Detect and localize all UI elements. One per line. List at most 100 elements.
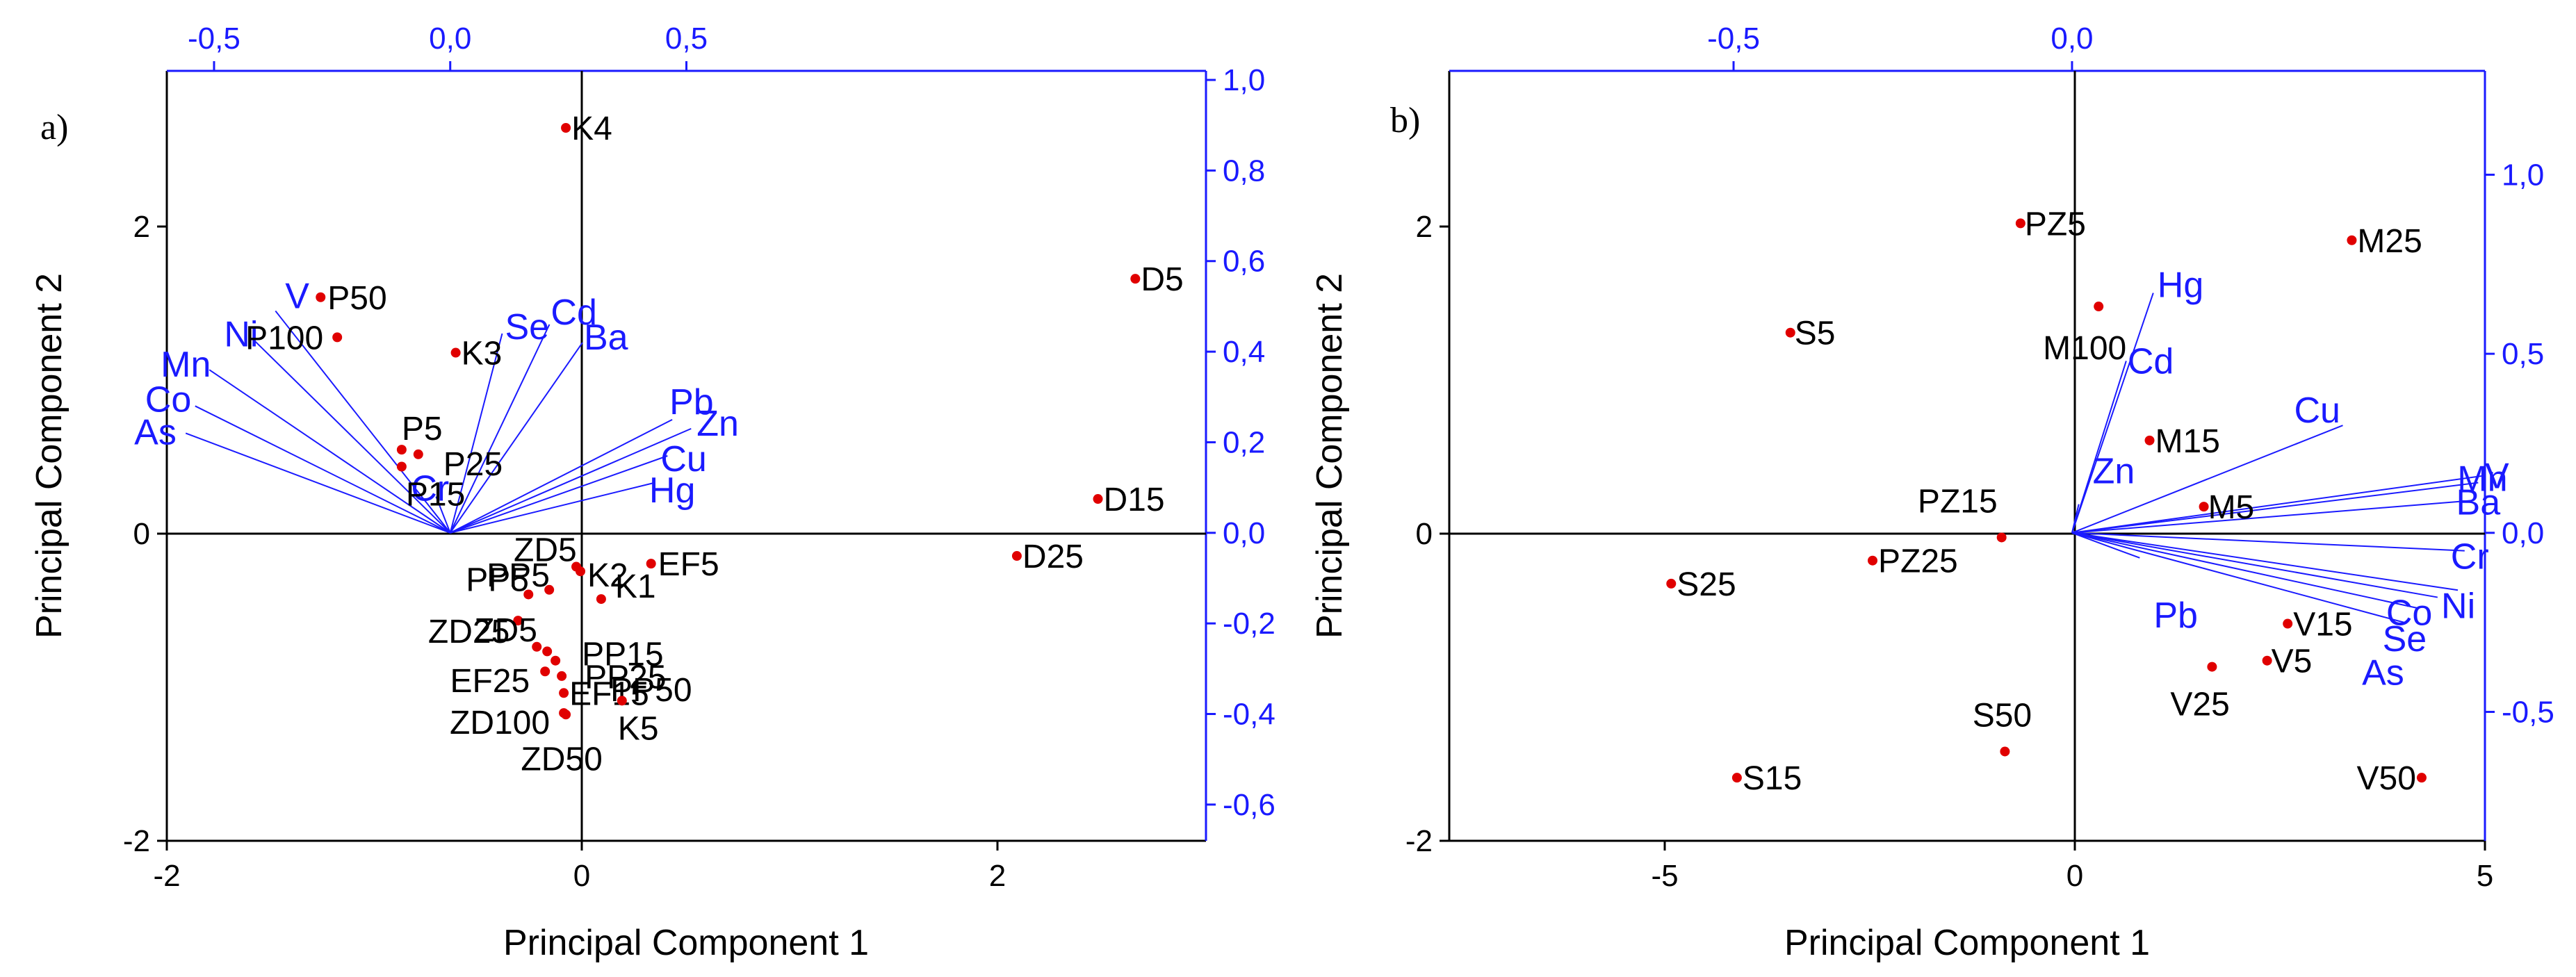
score-label: ZD25 bbox=[428, 614, 510, 650]
score-label: ZD5 bbox=[474, 612, 537, 649]
y-axis-title: Principal Component 2 bbox=[29, 273, 70, 639]
loading-label-as: As bbox=[2362, 653, 2404, 693]
top-tick-label: -0,5 bbox=[188, 22, 241, 56]
loading-label-zn: Zn bbox=[696, 404, 739, 444]
score-label: S15 bbox=[1743, 760, 1802, 797]
score-point bbox=[523, 589, 534, 600]
score-label: K4 bbox=[571, 110, 612, 147]
score-label: ZD5 bbox=[514, 532, 577, 569]
loading-vector-cu bbox=[450, 455, 668, 534]
score-point bbox=[561, 122, 571, 133]
score-label: EF15 bbox=[569, 675, 649, 712]
score-point bbox=[2262, 655, 2272, 666]
panel-label: b) bbox=[1390, 101, 1420, 140]
score-label: K5 bbox=[618, 710, 659, 747]
loading-label-v: V bbox=[285, 276, 309, 316]
score-label: PP25 bbox=[585, 659, 666, 696]
right-tick-label: 1,0 bbox=[1223, 63, 1265, 97]
score-label: K1 bbox=[615, 568, 656, 605]
score-point bbox=[396, 461, 407, 472]
score-point bbox=[2094, 302, 2104, 312]
loading-label-ba: Ba bbox=[584, 318, 628, 358]
loading-vector-cr bbox=[2071, 532, 2465, 552]
score-label: D5 bbox=[1141, 261, 1183, 298]
score-label: S50 bbox=[1973, 697, 2032, 734]
score-point bbox=[1011, 551, 1022, 561]
loading-vector-mn bbox=[2071, 482, 2479, 534]
score-label: V15 bbox=[2293, 607, 2352, 643]
loading-label-se: Se bbox=[2383, 619, 2427, 659]
right-ticks: 1,0 0,5 0,0 -0,5 bbox=[2485, 158, 2554, 729]
score-point bbox=[2283, 618, 2293, 629]
loading-vector-cd bbox=[2071, 361, 2127, 534]
score-point bbox=[1996, 532, 2007, 543]
score-label: M25 bbox=[2357, 223, 2422, 260]
loading-vector-pb bbox=[450, 418, 673, 534]
score-point bbox=[576, 566, 586, 577]
loading-vector-ba bbox=[2071, 500, 2472, 534]
loading-label-v: V bbox=[2485, 456, 2509, 496]
top-tick-label: 0,0 bbox=[2051, 22, 2093, 56]
score-label: PZ5 bbox=[2025, 206, 2086, 243]
score-label: D25 bbox=[1022, 539, 1084, 575]
loading-label-pb: Pb bbox=[2153, 596, 2198, 636]
score-point bbox=[646, 559, 656, 569]
y-tick-label: -2 bbox=[123, 824, 150, 858]
right-tick-label: -0,5 bbox=[2502, 695, 2554, 729]
loading-vector-hg bbox=[2071, 293, 2154, 534]
right-tick-label: 0,0 bbox=[2502, 516, 2544, 550]
score-point bbox=[513, 616, 523, 626]
score-point bbox=[2015, 218, 2025, 229]
loading-vector-ni bbox=[251, 337, 451, 534]
score-point bbox=[557, 671, 567, 681]
right-tick-label: 0,4 bbox=[1223, 335, 1265, 369]
score-point bbox=[2144, 435, 2155, 445]
loading-label-hg: Hg bbox=[649, 470, 695, 511]
score-label: V25 bbox=[2170, 687, 2229, 723]
loading-label-cu: Cu bbox=[660, 439, 706, 479]
loading-vector-ba bbox=[449, 342, 583, 534]
loading-label-hg: Hg bbox=[2158, 265, 2203, 306]
score-point bbox=[413, 449, 423, 459]
x-tick-label: 5 bbox=[2477, 859, 2493, 893]
loading-label-cr: Cr bbox=[2451, 537, 2489, 577]
loading-vector-co bbox=[2071, 532, 2438, 598]
loading-label-cd: Cd bbox=[551, 293, 596, 333]
score-point bbox=[559, 688, 569, 698]
score-label: P50 bbox=[327, 280, 386, 317]
y-tick-label: 2 bbox=[133, 210, 150, 244]
score-label: P5 bbox=[402, 411, 443, 448]
panel-b: b) -5 0 5 -2 0 2 Principal Component 1 P… bbox=[1310, 22, 2554, 963]
score-label: PP15 bbox=[582, 636, 663, 673]
right-ticks: 1,0 0,8 0,6 0,4 0,2 0,0 -0,2 -0,4 -0,6 bbox=[1206, 63, 1275, 822]
loading-vector-cu bbox=[2071, 425, 2343, 534]
score-label: S25 bbox=[1677, 566, 1736, 603]
score-point bbox=[596, 594, 606, 605]
score-point bbox=[1093, 494, 1103, 504]
y-ticks: -2 0 2 bbox=[123, 210, 167, 858]
score-point bbox=[396, 445, 407, 455]
loading-vector-ni bbox=[2071, 532, 2459, 591]
loading-label-ba: Ba bbox=[2456, 482, 2501, 523]
y-tick-label: -2 bbox=[1405, 824, 1433, 858]
loading-label-mn: Mn bbox=[2457, 459, 2507, 500]
y-tick-label: 0 bbox=[133, 517, 150, 551]
score-point bbox=[316, 292, 326, 302]
score-label: V50 bbox=[2357, 760, 2416, 797]
y-tick-label: 2 bbox=[1416, 210, 1433, 244]
loading-label-se: Se bbox=[505, 307, 549, 347]
score-label: M15 bbox=[2155, 423, 2220, 460]
score-label: PZ25 bbox=[1878, 543, 1958, 580]
score-point bbox=[332, 332, 343, 343]
loading-vector-cd bbox=[449, 324, 551, 534]
score-point bbox=[2416, 773, 2427, 783]
loading-vector-pb bbox=[2071, 532, 2140, 559]
x-tick-label: -5 bbox=[1651, 859, 1678, 893]
score-point bbox=[2199, 502, 2209, 512]
loading-label-co: Co bbox=[2386, 593, 2432, 634]
y-axis-title: Principal Component 2 bbox=[1310, 273, 1350, 639]
score-label: K2 bbox=[587, 557, 628, 594]
score-point bbox=[2207, 662, 2217, 672]
